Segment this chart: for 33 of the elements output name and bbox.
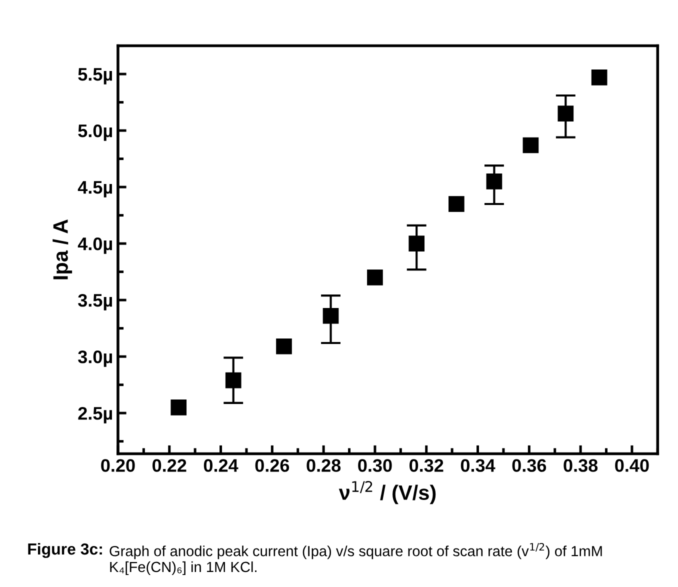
x-tick-label: 0.22: [152, 459, 186, 472]
point: [486, 173, 502, 190]
x-tick-label: 0.28: [306, 459, 341, 472]
caption: Figure 3c:: [28, 542, 102, 558]
x-tick-label: 0.24: [204, 459, 238, 472]
y-tick-label: 5.5µ: [78, 68, 112, 84]
x-tick-label: 0.32: [410, 459, 444, 472]
point: [367, 270, 383, 286]
x-axis-title: ν$^{1/2}$ / (V/s): [338, 481, 436, 504]
point: [225, 372, 242, 388]
x-tick-label: 0.34: [460, 459, 496, 472]
y-tick-label: 4.0µ: [78, 237, 112, 254]
x-tick-label: 0.20: [101, 459, 135, 472]
y-tick-label: 5.0µ: [78, 124, 112, 141]
x-tick-label: 0.38: [564, 459, 598, 472]
point: [591, 70, 608, 86]
point: [276, 338, 292, 354]
y-tick-label: 2.5µ: [78, 407, 112, 424]
x-tick-label: 0.36: [512, 459, 546, 472]
point: [448, 196, 464, 212]
y-tick-label: 3.5µ: [78, 294, 112, 310]
y-tick-label: 4.5µ: [78, 181, 112, 198]
x-tick-label: 0.26: [255, 459, 290, 472]
x-tick-label: 0.30: [358, 459, 392, 472]
x-tick-label: 0.40: [615, 459, 649, 472]
text: Graph of anodic peak current (Ipa) v/s square root of scan rate (v$^{1/2}$) of 1mM K₄[Fe(CN)₆] in 1M KCl.: [110, 542, 602, 576]
y-tick-label: 3.0µ: [78, 350, 112, 367]
point: [322, 308, 339, 324]
point: [558, 106, 574, 122]
point: [522, 137, 539, 154]
point: [408, 236, 425, 252]
point: [170, 400, 187, 416]
y-axis-title: Ipa / A: [52, 219, 72, 280]
